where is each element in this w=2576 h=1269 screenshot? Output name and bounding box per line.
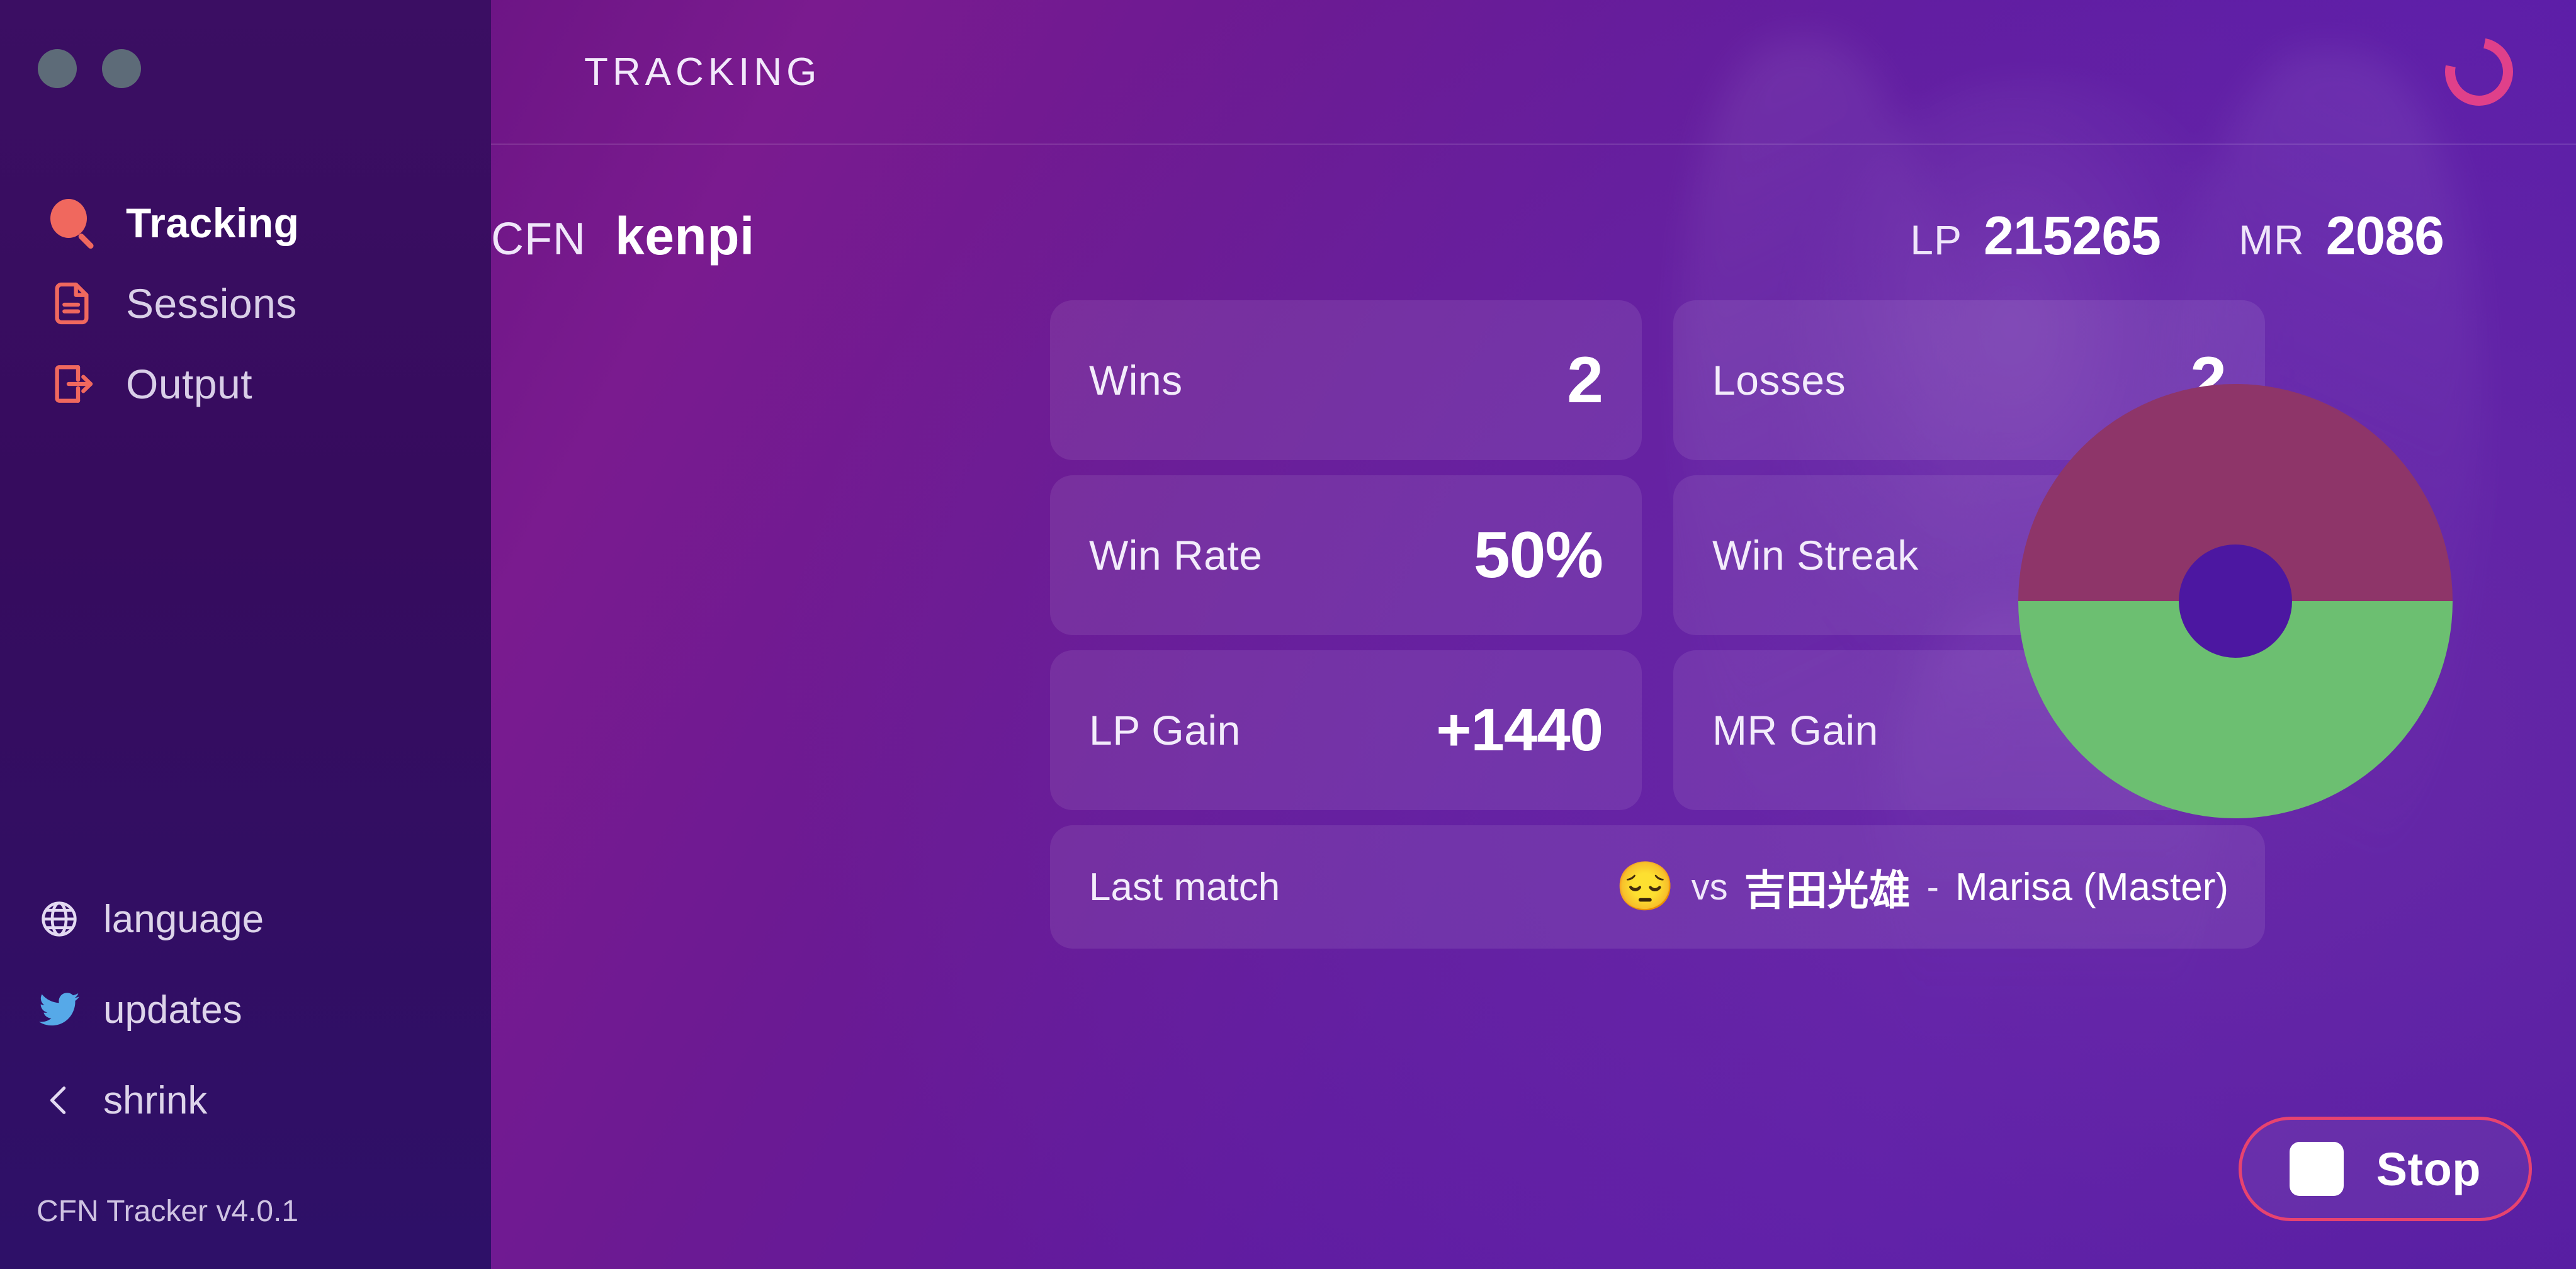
winloss-donut-chart <box>2018 384 2453 818</box>
stat-tile-lpgain-label: LP Gain <box>1089 707 1241 753</box>
stat-tile-winrate-label: Win Rate <box>1089 532 1263 578</box>
stop-square-icon <box>2289 1142 2344 1196</box>
twitter-icon <box>37 987 82 1032</box>
stats-row-3: LP Gain +1440 MR Gain +26 <box>1050 650 2265 810</box>
document-icon <box>44 276 99 331</box>
sidebar-item-sessions-label: Sessions <box>126 280 297 327</box>
sidebar-item-output[interactable]: Output <box>0 344 491 424</box>
last-match-vs: vs <box>1691 866 1728 908</box>
last-match-opponent: 吉田光雄 <box>1744 867 1911 913</box>
sidebar-item-tracking[interactable]: Tracking <box>0 183 491 263</box>
last-match-dash: - <box>1926 866 1939 908</box>
sidebar-link-updates[interactable]: updates <box>0 964 491 1055</box>
lp-label: LP <box>1910 217 1963 263</box>
stat-tile-lpgain: LP Gain +1440 <box>1050 650 1642 810</box>
main-panel: TRACKING CFN kenpi LP 215265 <box>491 0 2576 1269</box>
minimize-dot[interactable] <box>38 49 77 88</box>
last-match-character: Marisa (Master) <box>1955 865 2229 909</box>
sidebar-link-shrink-label: shrink <box>103 1078 208 1122</box>
topbar: TRACKING <box>491 0 2576 145</box>
globe-icon <box>37 896 82 942</box>
mr-label: MR <box>2239 217 2305 263</box>
sidebar: Tracking Sessions <box>0 0 491 1269</box>
last-match-row: Last match 😔 vs 吉田光雄 - Marisa (Master) <box>1050 825 2265 949</box>
export-icon <box>44 356 99 412</box>
sidebar-item-sessions[interactable]: Sessions <box>0 263 491 344</box>
close-dot[interactable] <box>102 49 141 88</box>
stop-button[interactable]: Stop <box>2238 1117 2532 1221</box>
stat-tile-winstreak-label: Win Streak <box>1712 532 1919 578</box>
lp-stat: LP 215265 <box>1910 205 2161 268</box>
sidebar-nav: Tracking Sessions <box>0 183 491 424</box>
stats-row-4: Last match 😔 vs 吉田光雄 - Marisa (Master) <box>1050 825 2265 949</box>
stat-tile-mrgain-label: MR Gain <box>1712 707 1878 753</box>
content-area: CFN kenpi LP 215265 MR 2086 <box>491 145 2576 949</box>
mr-stat: MR 2086 <box>2239 205 2444 268</box>
stat-tile-winrate-value: 50% <box>1473 518 1603 592</box>
stat-tile-winrate: Win Rate 50% <box>1050 475 1642 635</box>
stat-tile-lpgain-value: +1440 <box>1436 696 1603 764</box>
mr-value: 2086 <box>2325 206 2444 266</box>
sidebar-bottom-links: language updates shrink <box>0 874 491 1146</box>
magnifier-icon <box>44 195 99 251</box>
cfn-label: CFN <box>491 214 586 264</box>
last-match-label: Last match <box>1089 865 1280 909</box>
app-version: CFN Tracker v4.0.1 <box>37 1195 299 1228</box>
profile-header: CFN kenpi LP 215265 MR 2086 <box>491 145 2576 268</box>
stat-tile-wins-label: Wins <box>1089 357 1183 403</box>
sidebar-item-output-label: Output <box>126 361 253 407</box>
stats-section: Wins 2 Losses 2 Win Rate 50% <box>491 300 2265 949</box>
stat-tile-wins: Wins 2 <box>1050 300 1642 460</box>
lp-value: 215265 <box>1984 206 2161 266</box>
sidebar-link-language-label: language <box>103 897 264 941</box>
sidebar-link-updates-label: updates <box>103 988 242 1032</box>
donut-hole <box>2179 544 2292 658</box>
stop-button-label: Stop <box>2376 1142 2481 1195</box>
stat-tile-wins-value: 2 <box>1567 343 1603 417</box>
sidebar-link-shrink[interactable]: shrink <box>0 1055 491 1146</box>
rank-values: LP 215265 MR 2086 <box>1910 205 2444 268</box>
sidebar-item-tracking-label: Tracking <box>126 200 300 246</box>
page-title: TRACKING <box>584 50 822 94</box>
pensive-face-emoji: 😔 <box>1615 860 1675 913</box>
window-controls <box>38 49 141 88</box>
stat-tile-losses-label: Losses <box>1712 357 1846 403</box>
loading-spinner <box>2432 25 2526 119</box>
chevron-left-icon <box>37 1078 82 1123</box>
cfn-block: CFN kenpi <box>491 206 755 267</box>
sidebar-link-language[interactable]: language <box>0 874 491 964</box>
cfn-name: kenpi <box>614 206 755 266</box>
